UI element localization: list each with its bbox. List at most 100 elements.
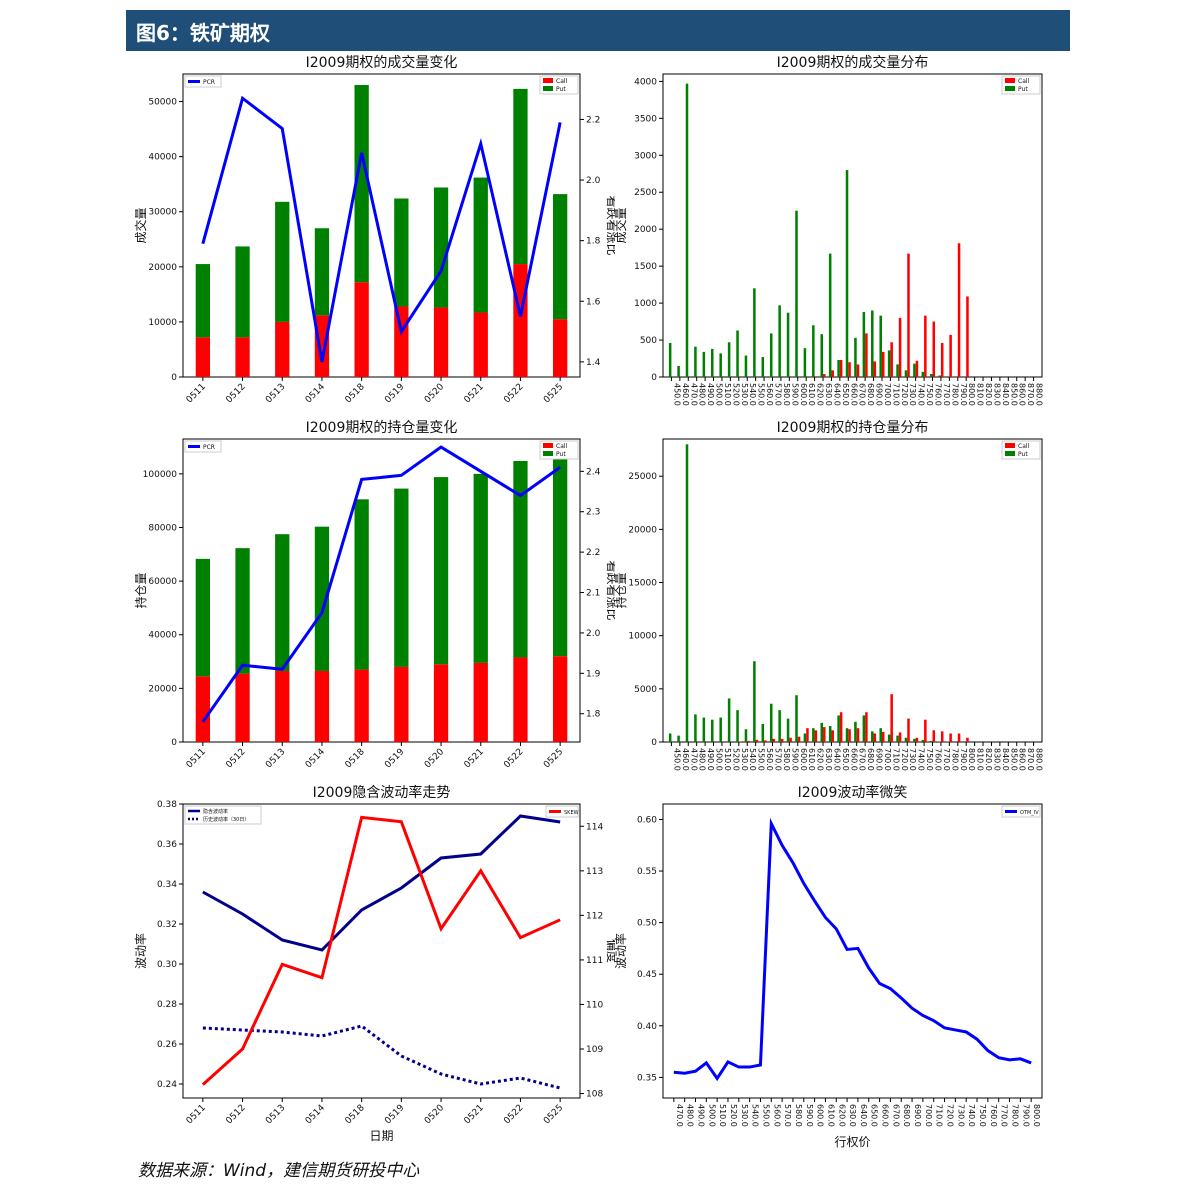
put-bar: [769, 703, 773, 742]
call-bar: [755, 739, 759, 742]
y-right-tick-label: 114: [586, 822, 603, 832]
legend-label: 历史波动率（30日）: [203, 816, 249, 823]
call-bar: [873, 733, 877, 742]
legend-box: [184, 75, 222, 88]
call-bar: [924, 719, 927, 742]
x-tick-label: 0514: [304, 382, 327, 405]
series-line: [202, 1024, 561, 1090]
y-tick-label: 40000: [148, 153, 177, 163]
x-tick-label: 710.0: [935, 1104, 944, 1127]
plot-frame: [662, 73, 1043, 378]
call-bar: [898, 317, 902, 377]
x-tick-label: 670.0: [891, 1104, 900, 1127]
put-bar: [702, 717, 706, 742]
call-bar: [839, 360, 843, 377]
put-bar: [803, 733, 807, 742]
y-tick-label: 0.60: [637, 815, 657, 825]
x-tick-label: 790.0: [959, 748, 968, 771]
y-tick-label: 0.32: [157, 920, 177, 930]
x-tick-label: 850.0: [1009, 748, 1018, 771]
put-bar: [753, 661, 756, 742]
call-bar: [831, 730, 834, 742]
series-line: [202, 814, 561, 952]
call-bar: [907, 253, 910, 377]
put-bar: [685, 83, 689, 378]
y-tick-label: 0.45: [637, 970, 657, 980]
x-tick-label: 700.0: [883, 748, 892, 771]
y-tick-label: 2000: [634, 225, 657, 235]
x-tick-label: 700.0: [924, 1104, 933, 1127]
call-bar: [966, 296, 969, 377]
call-bar: [890, 694, 893, 742]
y-tick-label: 15000: [628, 579, 657, 589]
x-tick-label: 860.0: [1018, 748, 1027, 771]
call-bar: [738, 741, 742, 742]
y-right-tick-label: 1.8: [586, 237, 601, 247]
x-tick-label: 590.0: [805, 1104, 814, 1127]
y-right-tick-label: 2.2: [586, 548, 600, 558]
x-tick-label: 660.0: [849, 748, 858, 771]
x-tick-label: 480.0: [698, 383, 707, 406]
call-bar: [932, 730, 936, 742]
x-tick-label: 480.0: [686, 1104, 695, 1127]
x-tick-label: 570.0: [783, 1104, 792, 1127]
x-tick-label: 460.0: [681, 383, 690, 406]
x-axis-label: 日期: [369, 1129, 393, 1143]
call-bar: [856, 364, 860, 377]
x-tick-label: 740.0: [917, 748, 926, 771]
x-tick-label: 740.0: [917, 383, 926, 406]
x-tick-label: 770.0: [1000, 1104, 1009, 1127]
x-tick-label: 0512: [224, 382, 247, 405]
x-tick-label: 670.0: [858, 383, 867, 406]
plot-frame: [662, 803, 1043, 1099]
call-bar: [915, 360, 919, 377]
call-bar: [553, 319, 568, 377]
legend-swatch: [1005, 86, 1015, 91]
call-bar: [949, 733, 952, 742]
x-tick-label: 0519: [383, 747, 406, 770]
y-right-tick-label: 2.2: [586, 115, 600, 125]
x-tick-label: 720.0: [946, 1104, 955, 1127]
legend-label: OTM_IV: [1020, 810, 1039, 816]
put-bar: [694, 346, 697, 377]
y-tick-label: 0: [171, 738, 177, 748]
put-bar: [828, 726, 832, 742]
call-bar: [473, 662, 488, 742]
x-tick-label: 0518: [344, 747, 367, 770]
x-tick-label: 610.0: [826, 1104, 835, 1127]
call-bar: [898, 732, 902, 742]
call-bar: [881, 731, 885, 742]
y-tick-label: 20000: [148, 684, 177, 694]
call-bar: [275, 321, 290, 377]
put-bar: [845, 728, 849, 742]
y-tick-label: 0: [651, 738, 657, 748]
y-right-tick-label: 2.0: [586, 176, 601, 186]
call-bar: [823, 374, 826, 377]
put-bar: [887, 734, 891, 742]
y-right-tick-label: 1.6: [586, 297, 601, 307]
put-bar: [354, 85, 369, 283]
x-tick-label: 760.0: [934, 383, 943, 406]
x-tick-label: 0521: [463, 747, 486, 770]
call-bar: [924, 315, 927, 377]
x-tick-label: 690.0: [875, 748, 884, 771]
x-tick-label: 580.0: [782, 748, 791, 771]
x-tick-label: 720.0: [900, 748, 909, 771]
call-bar: [823, 727, 826, 742]
y-tick-label: 0.40: [637, 1022, 657, 1032]
x-tick-label: 530.0: [740, 383, 749, 406]
put-bar: [394, 198, 409, 307]
x-tick-label: 0520: [423, 747, 446, 770]
put-bar: [433, 477, 449, 665]
x-tick-label: 880.0: [1035, 383, 1044, 406]
x-tick-label: 0513: [264, 1103, 287, 1126]
call-bar: [806, 728, 809, 742]
legend-swatch: [543, 443, 553, 448]
put-bar: [761, 723, 765, 742]
call-bar: [839, 712, 843, 742]
put-bar: [913, 738, 916, 742]
put-bar: [786, 312, 790, 377]
x-tick-label: 0512: [224, 747, 247, 770]
put-bar: [553, 456, 568, 657]
